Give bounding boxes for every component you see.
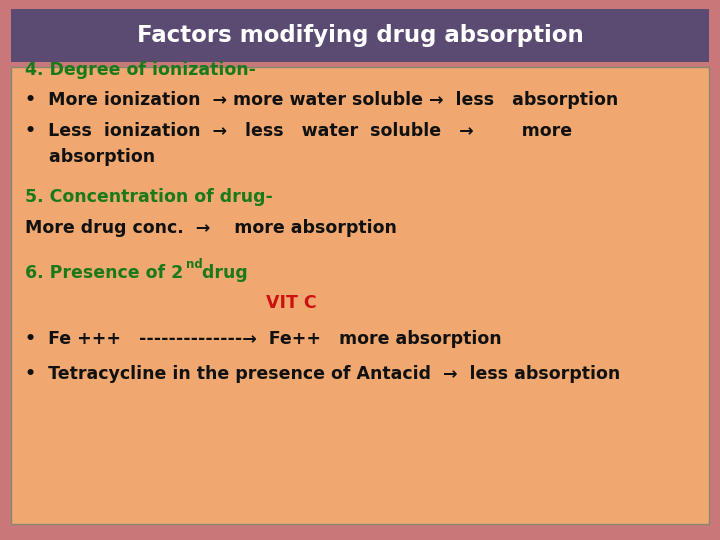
Text: 4. Degree of ionization-: 4. Degree of ionization- bbox=[25, 61, 256, 79]
Text: 5. Concentration of drug-: 5. Concentration of drug- bbox=[25, 188, 273, 206]
Text: absorption: absorption bbox=[25, 147, 156, 166]
Bar bbox=[11, 68, 709, 524]
Text: •  Fe +++   --------------→  Fe++   more absorption: • Fe +++ --------------→ Fe++ more absor… bbox=[25, 330, 502, 348]
Text: •  Less  ionization  →   less   water  soluble   →        more: • Less ionization → less water soluble →… bbox=[25, 122, 572, 140]
Text: Factors modifying drug absorption: Factors modifying drug absorption bbox=[137, 24, 583, 47]
Text: •  Tetracycline in the presence of Antacid  →  less absorption: • Tetracycline in the presence of Antaci… bbox=[25, 364, 621, 383]
Text: More drug conc.  →    more absorption: More drug conc. → more absorption bbox=[25, 219, 397, 237]
Text: drug: drug bbox=[196, 264, 248, 282]
Text: •  More ionization  → more water soluble →  less   absorption: • More ionization → more water soluble →… bbox=[25, 91, 618, 109]
Text: 6. Presence of 2: 6. Presence of 2 bbox=[25, 264, 184, 282]
Text: nd: nd bbox=[186, 258, 202, 271]
Text: VIT C: VIT C bbox=[266, 294, 317, 313]
Bar bbox=[11, 9, 709, 62]
